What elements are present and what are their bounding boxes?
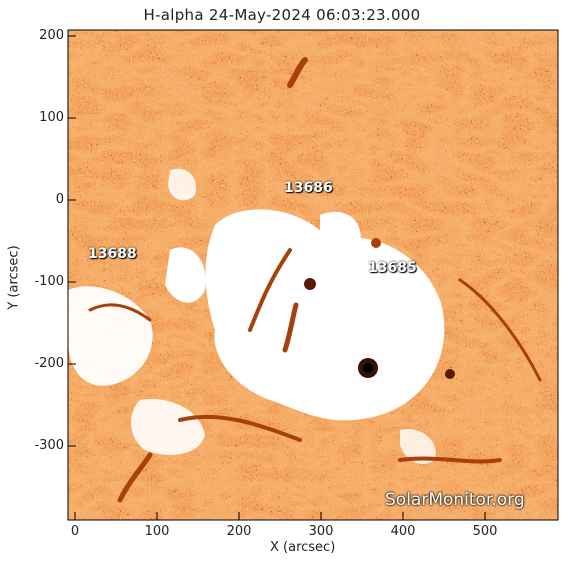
y-tick-label: -200: [34, 356, 64, 371]
y-tick-label: 200: [39, 28, 64, 43]
x-tick-label: 0: [70, 524, 80, 539]
y-tick-label: 0: [55, 192, 64, 207]
sunspots: [304, 238, 455, 379]
active-region-label: 13685: [368, 260, 417, 276]
x-tick-label: 200: [226, 524, 252, 539]
x-tick-label: 500: [472, 524, 498, 539]
active-region-label: 13688: [88, 246, 137, 262]
axis-ticks: [68, 35, 486, 520]
y-tick-label: 100: [39, 110, 64, 125]
filaments: [88, 57, 542, 503]
y-axis-label: Y (arcsec): [6, 245, 22, 310]
watermark: SolarMonitor.org: [385, 490, 525, 510]
image-title: H-alpha 24-May-2024 06:03:23.000: [143, 6, 421, 24]
x-tick-label: 300: [308, 524, 334, 539]
x-tick-label: 400: [390, 524, 416, 539]
halpha-image: [67, 29, 559, 521]
y-tick-label: -300: [34, 438, 64, 453]
x-axis-label: X (arcsec): [270, 540, 336, 555]
y-tick-label: -100: [34, 274, 64, 289]
active-region-label: 13686: [284, 180, 333, 196]
x-tick-label: 100: [144, 524, 170, 539]
